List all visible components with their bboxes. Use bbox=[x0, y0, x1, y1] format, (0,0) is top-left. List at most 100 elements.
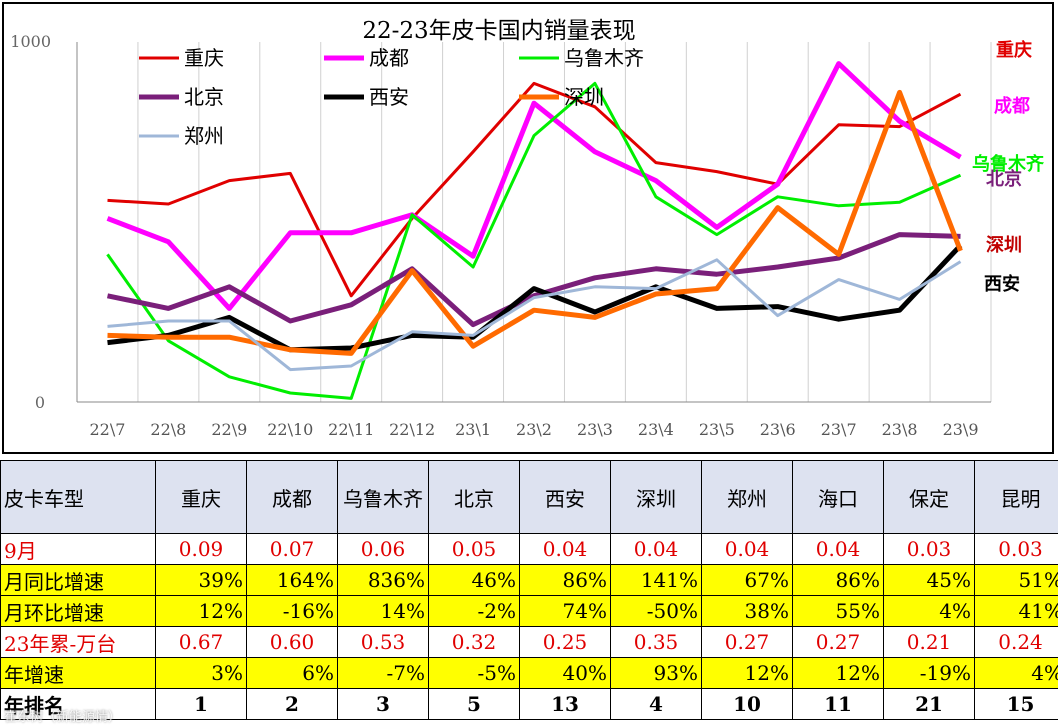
table-cell: 0.05 bbox=[428, 533, 520, 565]
chart-panel: 1000 0 22\7 22\8 22\9 22\10 22\11 22\12 23\1 23\2… bbox=[2, 2, 1054, 454]
end-label: 西安 bbox=[984, 273, 1020, 295]
table-cell: 0.27 bbox=[701, 626, 793, 658]
table-row: 23年累-万台 0.67 0.60 0.53 0.32 0.25 0.35 0.27 0.27 0… bbox=[0, 626, 1058, 658]
series-line-北京 bbox=[106, 232, 961, 328]
table-cell: 41% bbox=[974, 595, 1058, 627]
table-row: 年排名 1 2 3 5 13 4 10 11 21 15 bbox=[0, 688, 1058, 720]
header-city: 深圳 bbox=[610, 460, 702, 534]
table-cell: -19% bbox=[883, 657, 975, 689]
row-label: 9月 bbox=[0, 533, 156, 565]
table-header-row: 皮卡车型 重庆 成都 乌鲁木齐 北京 西安 深圳 郑州 海口 保定 昆明 bbox=[0, 460, 1058, 534]
x-tick-label: 22\12 bbox=[389, 420, 435, 439]
table-cell: 0.67 bbox=[155, 626, 247, 658]
x-tick-label: 23\3 bbox=[577, 420, 613, 439]
x-tick-label: 23\4 bbox=[638, 420, 674, 439]
end-label: 深圳 bbox=[986, 234, 1022, 256]
table-cell: 12% bbox=[792, 657, 884, 689]
table-cell: 86% bbox=[792, 564, 884, 596]
x-tick-label: 23\9 bbox=[943, 420, 979, 439]
table-cell: 5 bbox=[428, 688, 520, 720]
end-label: 北京 bbox=[986, 168, 1022, 190]
x-tick-label: 23\5 bbox=[699, 420, 735, 439]
table-cell: 46% bbox=[428, 564, 520, 596]
table-cell: 15 bbox=[974, 688, 1058, 720]
table-cell: 40% bbox=[519, 657, 611, 689]
legend-label: 北京 bbox=[184, 85, 224, 109]
table-cell: 38% bbox=[701, 595, 793, 627]
y-tick-label: 1000 bbox=[10, 32, 51, 51]
table-cell: 164% bbox=[246, 564, 338, 596]
row-label: 年增速 bbox=[0, 657, 156, 689]
table-cell: 12% bbox=[701, 657, 793, 689]
table-cell: 55% bbox=[792, 595, 884, 627]
table-cell: 0.04 bbox=[610, 533, 702, 565]
header-city: 西安 bbox=[519, 460, 611, 534]
table-cell: 3 bbox=[337, 688, 429, 720]
legend-label: 深圳 bbox=[564, 85, 604, 109]
table-cell: 21 bbox=[883, 688, 975, 720]
row-label: 月同比增速 bbox=[0, 564, 156, 596]
header-city: 重庆 bbox=[155, 460, 247, 534]
table-cell: 11 bbox=[792, 688, 884, 720]
end-label: 重庆 bbox=[996, 39, 1032, 61]
header-city: 北京 bbox=[428, 460, 520, 534]
x-tick-label: 22\10 bbox=[267, 420, 313, 439]
series-line-深圳 bbox=[107, 89, 963, 356]
table-cell: 0.03 bbox=[974, 533, 1058, 565]
table-cell: 10 bbox=[701, 688, 793, 720]
table-row: 9月 0.09 0.07 0.06 0.05 0.04 0.04 0.04 0.04 0.03 0.… bbox=[0, 533, 1058, 565]
table-cell: 4% bbox=[974, 657, 1058, 689]
table-cell: 6% bbox=[246, 657, 338, 689]
table-cell: -50% bbox=[610, 595, 702, 627]
sales-table: 皮卡车型 重庆 成都 乌鲁木齐 北京 西安 深圳 郑州 海口 保定 昆明 9月 0.09 0.07 0.06… bbox=[0, 460, 1058, 720]
table-cell: 0.09 bbox=[155, 533, 247, 565]
table-cell: 0.06 bbox=[337, 533, 429, 565]
header-city: 成都 bbox=[246, 460, 338, 534]
table-cell: 1 bbox=[155, 688, 247, 720]
x-tick-label: 23\2 bbox=[516, 420, 552, 439]
table-cell: 836% bbox=[337, 564, 429, 596]
x-tick-label: 22\9 bbox=[211, 420, 247, 439]
x-tick-label: 23\8 bbox=[882, 420, 918, 439]
table-cell: 67% bbox=[701, 564, 793, 596]
table-cell: 0.07 bbox=[246, 533, 338, 565]
table-cell: 0.60 bbox=[246, 626, 338, 658]
header-city: 郑州 bbox=[701, 460, 793, 534]
legend-label: 重庆 bbox=[184, 46, 224, 70]
table-cell: 0.24 bbox=[974, 626, 1058, 658]
table-cell: -2% bbox=[428, 595, 520, 627]
table-cell: 0.04 bbox=[701, 533, 793, 565]
table-cell: 141% bbox=[610, 564, 702, 596]
table-cell: 51% bbox=[974, 564, 1058, 596]
table-cell: 3% bbox=[155, 657, 247, 689]
chart-title: 22-23年皮卡国内销量表现 bbox=[362, 18, 635, 44]
table-cell: 0.03 bbox=[883, 533, 975, 565]
table-cell: 0.32 bbox=[428, 626, 520, 658]
end-label: 乌鲁木齐 bbox=[972, 153, 1045, 175]
series-line-西安 bbox=[107, 243, 963, 353]
table-cell: 0.25 bbox=[519, 626, 611, 658]
header-city: 乌鲁木齐 bbox=[337, 460, 429, 534]
table-cell: 0.04 bbox=[519, 533, 611, 565]
x-tick-label: 22\8 bbox=[150, 420, 186, 439]
legend-label: 成都 bbox=[369, 46, 409, 70]
series-line-重庆 bbox=[107, 81, 962, 298]
table-cell: -16% bbox=[246, 595, 338, 627]
end-label: 成都 bbox=[994, 95, 1030, 117]
table-cell: 0.35 bbox=[610, 626, 702, 658]
row-label: 23年累-万台 bbox=[0, 626, 156, 658]
table-cell: 0.53 bbox=[337, 626, 429, 658]
x-tick-label: 23\7 bbox=[821, 420, 857, 439]
x-tick-label: 22\11 bbox=[328, 420, 374, 439]
x-tick-label: 22\7 bbox=[89, 420, 125, 439]
table-cell: 2 bbox=[246, 688, 338, 720]
header-label: 皮卡车型 bbox=[0, 460, 156, 534]
table-cell: 12% bbox=[155, 595, 247, 627]
table-cell: 0.04 bbox=[792, 533, 884, 565]
table-cell: 93% bbox=[610, 657, 702, 689]
watermark: 崔东树（新能源情） bbox=[4, 710, 122, 725]
header-city: 昆明 bbox=[974, 460, 1058, 534]
